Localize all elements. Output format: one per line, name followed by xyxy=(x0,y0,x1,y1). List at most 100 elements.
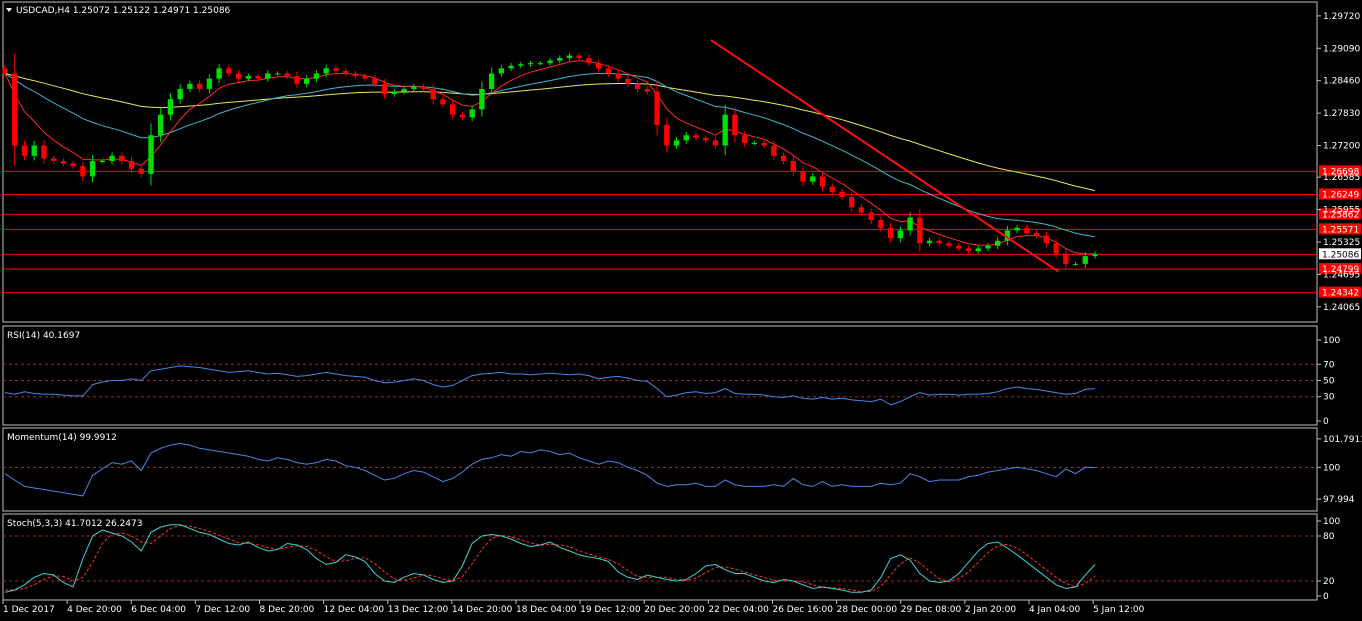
candle-body xyxy=(683,135,689,141)
price-level-tag xyxy=(1319,208,1361,220)
candle-body xyxy=(411,86,417,89)
rsi-panel[interactable]: RSI(14) 40.1697 100 70 50 30 0 xyxy=(2,325,1340,427)
candle-body xyxy=(177,88,183,100)
momentum-title: Momentum(14) 99.9912 xyxy=(7,433,117,443)
candle-body xyxy=(498,68,505,74)
candle-body xyxy=(459,114,466,118)
indicator-tick-label: 0 xyxy=(1323,417,1329,427)
candle-body xyxy=(70,163,76,167)
momentum-panel[interactable]: Momentum(14) 99.9912 101.7911 100 97.994 xyxy=(2,427,1362,512)
candle-body xyxy=(595,63,602,69)
candle-body xyxy=(625,78,631,84)
chevron-down-icon[interactable] xyxy=(6,8,12,12)
price-tick-label: 1.25325 xyxy=(1323,238,1360,248)
candle-body xyxy=(634,83,641,89)
candle-body xyxy=(206,78,213,89)
indicator-tick-label: 100 xyxy=(1323,517,1340,527)
price-level-tag xyxy=(1319,188,1361,200)
stochastic-indicator: 100 80 20 0 xyxy=(3,517,1340,602)
price-panel-frame xyxy=(2,1,1318,323)
candle-body xyxy=(31,145,37,156)
stoch-main-line xyxy=(4,524,1096,593)
candle-body xyxy=(527,63,534,65)
candle-body xyxy=(751,142,758,144)
time-tick-label: 4 Dec 20:00 xyxy=(67,605,122,615)
time-tick-label: 12 Dec 04:00 xyxy=(324,605,385,615)
candle-body xyxy=(995,240,1001,246)
indicator-tick-label: 50 xyxy=(1323,377,1335,387)
price-panel[interactable]: USDCAD,H4 1.25072 1.25122 1.24971 1.2508… xyxy=(2,1,1361,323)
current-price-label: 1.25086 xyxy=(1322,250,1359,260)
time-tick-label: 14 Dec 20:00 xyxy=(452,605,513,615)
indicator-tick-label: 100 xyxy=(1323,463,1340,473)
candle-body xyxy=(985,245,991,249)
price-level-tag xyxy=(1319,263,1361,275)
candle-body xyxy=(167,99,174,115)
horizontal-levels[interactable]: 1.26698 1.26249 1.25862 1.25571 1.24799 1.243… xyxy=(3,165,1361,299)
candle-body xyxy=(703,137,709,141)
price-level-tag xyxy=(1319,165,1361,177)
price-tick-label: 1.29720 xyxy=(1323,12,1360,22)
candle-body xyxy=(975,248,981,252)
price-tick-label: 1.29090 xyxy=(1323,44,1360,54)
indicator-tick-label: 101.7911 xyxy=(1323,435,1362,445)
candle-body xyxy=(810,176,816,182)
indicator-tick-label: 80 xyxy=(1323,532,1335,542)
candle-body xyxy=(819,176,826,187)
candle-body xyxy=(119,155,125,161)
ma-fast-line xyxy=(4,60,1096,255)
time-tick-label: 29 Dec 08:00 xyxy=(901,605,962,615)
candle-body xyxy=(21,145,28,156)
price-level-label: 1.24342 xyxy=(1322,289,1359,299)
candle-body xyxy=(148,135,154,174)
candle-body xyxy=(741,135,748,143)
candle-body xyxy=(946,243,952,246)
momentum-panel-frame xyxy=(2,427,1318,512)
stoch-panel[interactable]: Stoch(5,3,3) 41.7012 26.2473 100 80 20 0 xyxy=(2,513,1340,602)
time-tick-label: 6 Dec 04:00 xyxy=(131,605,186,615)
candle-body xyxy=(664,124,670,146)
time-tick-label: 7 Dec 12:00 xyxy=(195,605,250,615)
candle-body xyxy=(800,171,806,182)
trendline[interactable] xyxy=(710,39,1060,273)
candle-body xyxy=(362,76,368,79)
candle-body xyxy=(654,91,660,125)
time-tick-label: 5 Jan 12:00 xyxy=(1093,605,1145,615)
indicator-tick-label: 30 xyxy=(1323,393,1335,403)
candle-body xyxy=(274,73,281,75)
time-tick-label: 28 Dec 00:00 xyxy=(837,605,898,615)
candle-body xyxy=(420,86,427,89)
candle-body xyxy=(469,109,475,118)
candle-body xyxy=(1043,235,1050,244)
candle-body xyxy=(450,104,456,115)
price-tick-label: 1.27200 xyxy=(1323,142,1360,152)
candle-body xyxy=(1024,227,1030,234)
indicator-tick-label: 97.994 xyxy=(1323,495,1355,505)
candle-body xyxy=(926,240,933,244)
candle-body xyxy=(372,78,378,84)
candle-body xyxy=(187,83,193,89)
candle-body xyxy=(673,140,680,146)
candle-body xyxy=(537,63,543,65)
candle-body xyxy=(89,160,96,177)
price-axis: 1.29720 1.29090 1.28460 1.27830 1.27200 1.265… xyxy=(1317,12,1360,313)
candle-body xyxy=(401,88,407,92)
candle-body xyxy=(440,99,446,105)
candle-body xyxy=(226,68,232,74)
candle-body xyxy=(693,135,699,138)
candle-body xyxy=(849,196,855,208)
candle-body xyxy=(965,248,972,252)
time-axis: 1 Dec 2017 4 Dec 20:00 6 Dec 04:00 7 Dec 12… xyxy=(2,600,1145,615)
candle-body xyxy=(80,166,86,177)
indicator-tick-label: 0 xyxy=(1323,592,1329,602)
candle-body xyxy=(557,58,563,61)
price-level-label: 1.25862 xyxy=(1322,210,1359,220)
candle-body xyxy=(712,140,719,146)
candle-body xyxy=(391,91,397,95)
candle-body xyxy=(381,83,388,95)
candle-body xyxy=(294,76,300,84)
candle-body xyxy=(1053,243,1059,254)
candle-body xyxy=(128,160,135,169)
